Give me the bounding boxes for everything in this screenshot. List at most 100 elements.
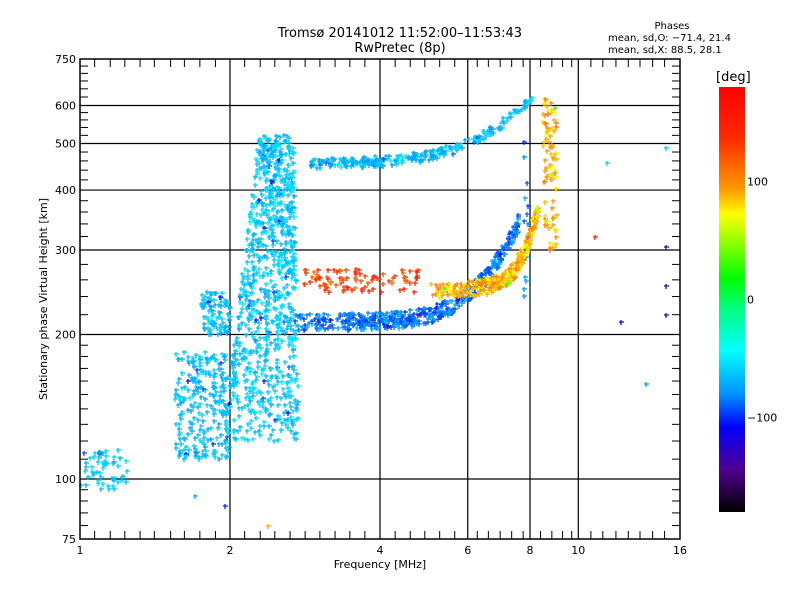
data-point bbox=[217, 367, 222, 372]
data-point bbox=[253, 183, 258, 188]
data-point bbox=[256, 365, 261, 370]
x-tick-labels: 1 2 4 6 8 10 16 bbox=[77, 544, 688, 557]
data-point bbox=[281, 387, 286, 392]
data-point bbox=[210, 319, 215, 324]
data-point bbox=[278, 135, 283, 140]
data-point bbox=[534, 219, 539, 224]
data-point bbox=[234, 349, 239, 354]
data-point bbox=[269, 192, 274, 197]
data-point bbox=[296, 384, 301, 389]
data-point bbox=[258, 433, 263, 438]
data-point bbox=[269, 152, 274, 157]
data-point bbox=[390, 281, 395, 286]
data-point bbox=[454, 147, 459, 152]
data-point bbox=[215, 326, 220, 331]
data-point bbox=[389, 159, 394, 164]
data-point bbox=[543, 169, 548, 174]
data-point bbox=[234, 380, 239, 385]
data-point bbox=[224, 411, 229, 416]
data-point bbox=[286, 324, 291, 329]
data-point bbox=[261, 274, 266, 279]
phases-x-stats: mean, sd,X: 88.5, 28.1 bbox=[608, 45, 722, 56]
data-point bbox=[260, 208, 265, 213]
data-point bbox=[499, 285, 504, 290]
data-point bbox=[435, 302, 440, 307]
data-point bbox=[192, 365, 197, 370]
data-point bbox=[200, 440, 205, 445]
data-point bbox=[424, 153, 429, 158]
data-point bbox=[262, 134, 267, 139]
data-point bbox=[384, 154, 389, 159]
data-point bbox=[330, 323, 335, 328]
data-point bbox=[244, 323, 249, 328]
data-point bbox=[271, 231, 276, 236]
data-point bbox=[543, 158, 548, 163]
data-point bbox=[266, 249, 271, 254]
data-point bbox=[246, 269, 251, 274]
data-point bbox=[112, 455, 117, 460]
data-point bbox=[249, 349, 254, 354]
data-point bbox=[413, 281, 418, 286]
data-point bbox=[349, 164, 354, 169]
data-point bbox=[273, 389, 278, 394]
data-point bbox=[407, 319, 412, 324]
data-point bbox=[541, 144, 546, 149]
data-point bbox=[205, 410, 210, 415]
data-point bbox=[253, 430, 258, 435]
data-point bbox=[300, 325, 305, 330]
data-point bbox=[294, 278, 299, 283]
data-point bbox=[338, 312, 343, 317]
data-point bbox=[278, 150, 283, 155]
data-point bbox=[291, 146, 296, 151]
data-point bbox=[223, 301, 228, 306]
data-point bbox=[293, 240, 298, 245]
data-point bbox=[252, 205, 257, 210]
data-point bbox=[213, 408, 218, 413]
data-point bbox=[219, 390, 224, 395]
data-point bbox=[177, 377, 182, 382]
data-point bbox=[247, 361, 252, 366]
data-point bbox=[99, 487, 104, 492]
data-point bbox=[203, 297, 208, 302]
data-point bbox=[293, 333, 298, 338]
data-point bbox=[178, 437, 183, 442]
data-point bbox=[325, 286, 330, 291]
data-point bbox=[395, 154, 400, 159]
data-point bbox=[328, 318, 333, 323]
data-point bbox=[523, 196, 528, 201]
data-point bbox=[484, 271, 489, 276]
data-point bbox=[296, 324, 301, 329]
data-point bbox=[225, 435, 230, 440]
data-point bbox=[477, 286, 482, 291]
data-point bbox=[180, 386, 185, 391]
data-point bbox=[219, 433, 224, 438]
data-point bbox=[272, 214, 277, 219]
data-point bbox=[255, 375, 260, 380]
data-point bbox=[213, 303, 218, 308]
data-point bbox=[258, 424, 263, 429]
data-point bbox=[248, 220, 253, 225]
data-point bbox=[318, 316, 323, 321]
data-point bbox=[215, 316, 220, 321]
data-point bbox=[535, 205, 540, 210]
data-point bbox=[267, 308, 272, 313]
data-point bbox=[310, 322, 315, 327]
data-point bbox=[246, 228, 251, 233]
data-point bbox=[317, 158, 322, 163]
data-point bbox=[236, 400, 241, 405]
data-point bbox=[522, 219, 527, 224]
y-tick-label: 500 bbox=[55, 138, 76, 151]
data-point bbox=[305, 325, 310, 330]
data-point bbox=[251, 238, 256, 243]
data-point bbox=[331, 158, 336, 163]
data-point bbox=[284, 423, 289, 428]
data-point bbox=[208, 373, 213, 378]
data-point bbox=[279, 179, 284, 184]
data-point bbox=[279, 370, 284, 375]
data-point bbox=[192, 359, 197, 364]
data-point bbox=[457, 293, 462, 298]
data-point bbox=[550, 145, 555, 150]
data-point bbox=[261, 405, 266, 410]
x-tick-label: 4 bbox=[377, 544, 384, 557]
data-point bbox=[345, 160, 350, 165]
